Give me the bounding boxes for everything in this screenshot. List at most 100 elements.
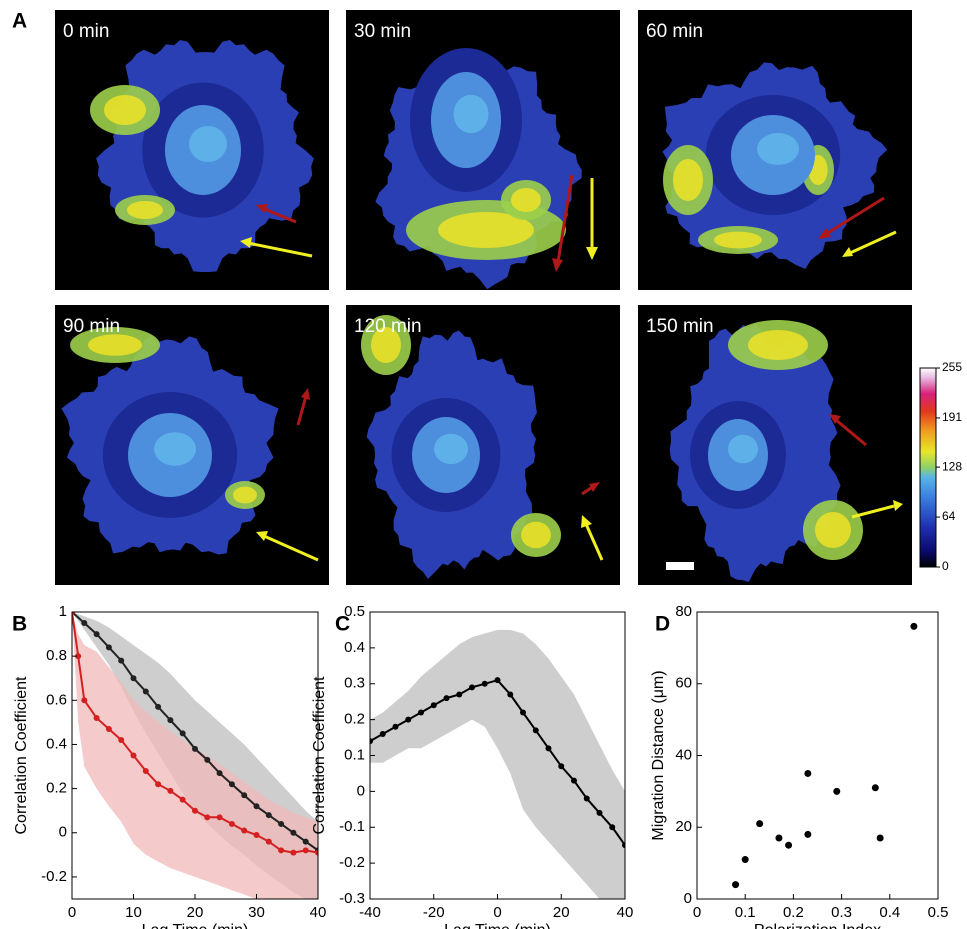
point (804, 830, 812, 838)
x-axis-label: Polarization Index (754, 922, 881, 929)
y-axis-label: Migration Distance (μm) (650, 670, 667, 840)
point (871, 784, 879, 792)
marker (370, 738, 373, 745)
y-tick-label: 0.1 (344, 746, 365, 763)
marker (93, 714, 100, 721)
marker (507, 691, 514, 698)
chart: -40 -20 0 20 40 -0.3 -0.2 -0.1 0 0.1 0.2 0.3 0.4 0.5 L… (311, 603, 633, 929)
marker (155, 703, 162, 710)
marker (142, 688, 149, 695)
arrow (584, 523, 604, 561)
hot-spot (127, 201, 163, 219)
marker (430, 702, 437, 709)
hot-spot (511, 188, 541, 212)
arrows (240, 174, 903, 570)
marker (265, 812, 272, 819)
marker (392, 723, 399, 730)
hot-spot (673, 159, 703, 201)
point (756, 820, 764, 828)
time-label: 90 min (63, 316, 120, 337)
point (741, 856, 749, 864)
hot-spot (104, 95, 146, 125)
marker (216, 770, 223, 777)
nucleolus (453, 94, 489, 134)
x-tick-label: 0.4 (879, 904, 900, 921)
arrowhead (589, 482, 600, 492)
hot-spot (88, 334, 142, 356)
marker (105, 726, 112, 733)
chart: 0 10 20 30 40 -0.2 0 0.2 0.4 0.6 0.8 1 Lag Time (min… (13, 603, 326, 929)
arrowhead (586, 247, 598, 260)
confidence-band (72, 612, 318, 899)
arrowhead (256, 204, 268, 213)
x-tick-label: -40 (359, 904, 381, 921)
marker (302, 838, 309, 845)
y-tick-label: 20 (675, 818, 692, 835)
marker (72, 612, 75, 615)
panel-label: C (335, 613, 350, 636)
y-tick-label: -0.2 (339, 854, 365, 871)
marker (179, 730, 186, 737)
marker (130, 675, 137, 682)
y-tick-label: 0.4 (344, 639, 365, 656)
x-tick-label: 10 (125, 904, 142, 921)
y-tick-label: 0.2 (344, 711, 365, 728)
y-axis-label: Correlation Coefficient (311, 676, 328, 835)
marker (118, 737, 125, 744)
marker (204, 814, 211, 821)
hot-spot (233, 486, 257, 504)
marker (443, 695, 450, 702)
x-tick-label: 0 (68, 904, 76, 921)
colorbar (919, 367, 937, 568)
marker (75, 653, 82, 660)
marker (545, 745, 552, 752)
y-tick-label: 0.8 (46, 647, 67, 664)
hot-spot (521, 521, 551, 549)
arrowhead (240, 237, 252, 248)
y-tick-label: 60 (675, 675, 692, 692)
colorbar-tick-label: 255 (942, 360, 962, 374)
marker (278, 847, 285, 854)
marker (265, 838, 272, 845)
charts: 0 10 20 30 40 -0.2 0 0.2 0.4 0.6 0.8 1 Lag Time (min… (13, 603, 948, 929)
x-tick-label: 20 (187, 904, 204, 921)
arrowhead (256, 531, 268, 541)
marker (405, 716, 412, 723)
arrowhead (552, 258, 563, 272)
marker (609, 824, 616, 831)
y-tick-label: 0.2 (46, 780, 67, 797)
marker (228, 781, 235, 788)
point (804, 769, 812, 777)
marker (216, 814, 223, 821)
time-label: 120 min (354, 316, 422, 337)
marker (155, 781, 162, 788)
y-tick-label: 0.5 (344, 603, 365, 620)
plot-area (370, 629, 625, 899)
arrow (247, 241, 313, 258)
hot-spot (815, 512, 851, 548)
arrow (261, 206, 297, 224)
marker (253, 803, 260, 810)
x-tick-label: 20 (553, 904, 570, 921)
x-tick-label: 0.1 (735, 904, 756, 921)
arrow (825, 196, 885, 236)
y-tick-label: -0.2 (41, 868, 67, 885)
chart: 0 0.1 0.2 0.3 0.4 0.5 0 20 40 60 80 Polarization In… (650, 603, 948, 929)
arrowhead (581, 515, 592, 528)
y-tick-label: 0.6 (46, 691, 67, 708)
arrow (849, 230, 897, 255)
arrow (296, 395, 308, 426)
marker (167, 717, 174, 724)
x-tick-label: 0.2 (783, 904, 804, 921)
marker (241, 792, 248, 799)
panel-label: D (655, 613, 670, 636)
plot-area (72, 612, 318, 899)
arrow (851, 504, 895, 519)
arrow (263, 534, 319, 562)
marker (290, 829, 297, 836)
panel-label: A (12, 10, 27, 33)
colorbar-tick-label: 128 (942, 459, 962, 473)
x-tick-label: 0 (693, 904, 701, 921)
panel-label: B (12, 613, 27, 636)
y-tick-label: 80 (675, 603, 692, 620)
